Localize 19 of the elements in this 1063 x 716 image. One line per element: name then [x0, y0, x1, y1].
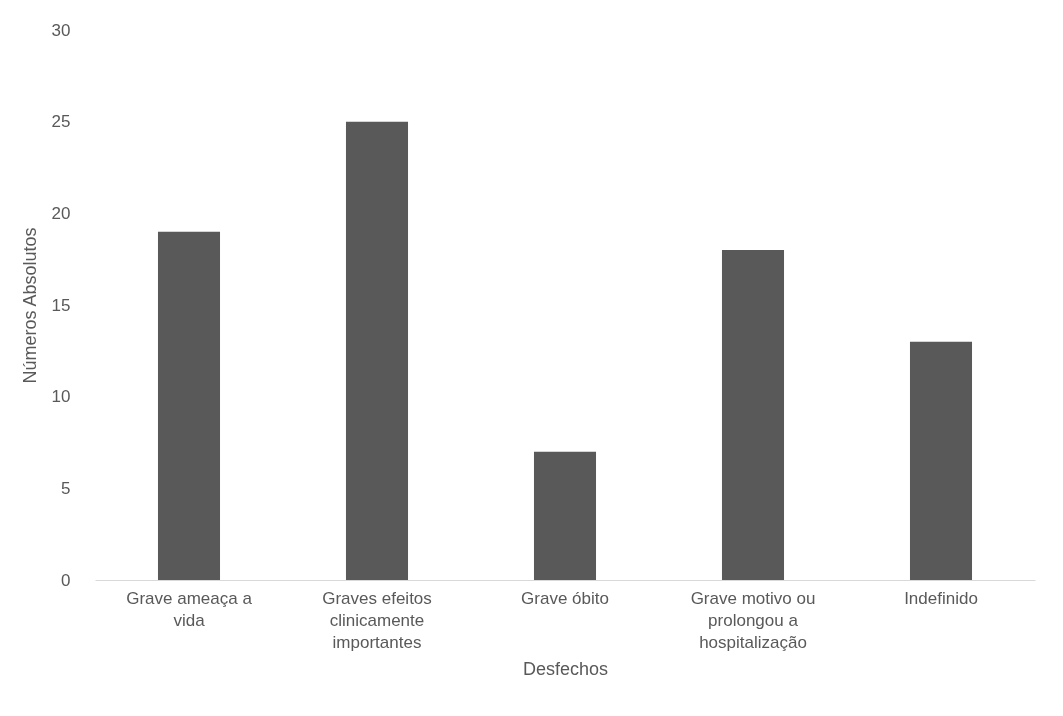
y-tick-label: 25 [51, 112, 71, 132]
bar [345, 121, 409, 580]
bar [533, 451, 597, 580]
x-axis-title: Desfechos [522, 658, 609, 679]
x-tick-label: Grave motivo ou prolongou a hospitalização [690, 588, 816, 652]
x-tick-label: Indefinido [904, 588, 978, 608]
bar [909, 341, 973, 580]
y-tick-label: 20 [51, 203, 71, 223]
y-tick-label: 10 [51, 387, 71, 407]
x-tick-label: Grave ameaça a vida [126, 588, 253, 630]
y-tick-label: 5 [61, 478, 71, 498]
bar [157, 231, 221, 580]
x-tick-label: Grave óbito [521, 588, 609, 608]
y-tick-label: 30 [51, 20, 71, 40]
bar [721, 250, 785, 580]
x-tick-label: Graves efeitos clinicamente importantes [322, 588, 432, 652]
y-tick-label: 0 [61, 570, 71, 590]
y-axis-title: Números Absolutos [19, 227, 40, 384]
y-tick-label: 15 [51, 295, 71, 315]
